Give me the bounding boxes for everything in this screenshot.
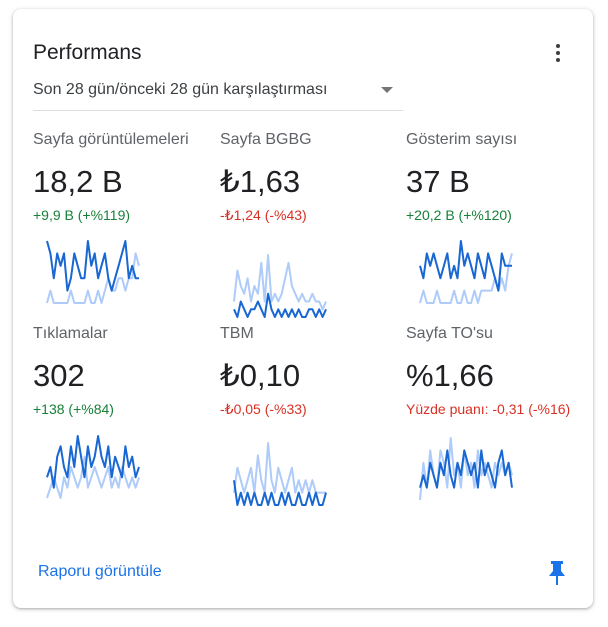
performance-card: Performans Son 28 gün/önceki 28 gün karş… <box>13 9 593 608</box>
metric-page-rpm[interactable]: Sayfa BGBG ₺1,63 -₺1,24 (-%43) <box>220 131 395 225</box>
metric-value: 302 <box>33 358 85 393</box>
metric-value: ₺0,10 <box>220 358 301 393</box>
metric-label: TBM <box>220 325 254 342</box>
view-report-link[interactable]: Raporu görüntüle <box>38 563 162 580</box>
metric-label: Sayfa görüntülemeleri <box>33 131 189 148</box>
metric-label: Sayfa TO'su <box>406 325 493 342</box>
sparkline-previous-line <box>46 455 140 499</box>
sparkline-page-ctr <box>419 437 513 501</box>
metric-delta: +138 (+%84) <box>33 401 114 417</box>
pin-icon[interactable] <box>548 560 566 586</box>
date-range-label: Son 28 gün/önceki 28 gün karşılaştırması <box>33 81 328 98</box>
metric-cpc[interactable]: TBM ₺0,10 -₺0,05 (-%33) <box>220 325 395 419</box>
sparkline-previous-line <box>46 252 140 304</box>
sparkline-current-line <box>233 292 327 318</box>
sparkline-previous-line <box>233 254 327 311</box>
sparkline-cpc <box>233 442 327 506</box>
sparkline-impressions <box>419 240 513 304</box>
sparkline-current-line <box>419 449 513 489</box>
more-vert-icon[interactable] <box>550 41 566 67</box>
metric-page-views[interactable]: Sayfa görüntülemeleri 18,2 B +9,9 B (+%1… <box>33 131 208 225</box>
metric-value: %1,66 <box>406 358 494 393</box>
sparkline-current-line <box>233 480 327 506</box>
metric-impressions[interactable]: Gösterim sayısı 37 B +20,2 B (+%120) <box>406 131 581 225</box>
metric-page-ctr[interactable]: Sayfa TO'su %1,66 Yüzde puanı: -0,31 (-%… <box>406 325 571 419</box>
metric-delta: Yüzde puanı: -0,31 (-%16) <box>406 401 571 417</box>
card-title: Performans <box>33 41 142 64</box>
sparkline-page-rpm <box>233 254 327 318</box>
sparkline-previous-line <box>233 442 326 494</box>
metric-clicks[interactable]: Tıklamalar 302 +138 (+%84) <box>33 325 208 419</box>
sparkline-page-views <box>46 240 140 304</box>
metric-delta: -₺0,05 (-%33) <box>220 401 307 417</box>
metric-delta: -₺1,24 (-%43) <box>220 207 307 223</box>
arrow-drop-down-icon <box>381 87 393 93</box>
metric-delta: +20,2 B (+%120) <box>406 207 512 223</box>
sparkline-current-line <box>419 240 512 292</box>
sparkline-current-line <box>46 435 140 489</box>
metric-value: 37 B <box>406 164 470 199</box>
metric-value: 18,2 B <box>33 164 123 199</box>
sparkline-current-line <box>46 240 139 292</box>
metric-label: Tıklamalar <box>33 325 108 342</box>
date-range-dropdown[interactable]: Son 28 gün/önceki 28 gün karşılaştırması <box>33 79 403 111</box>
metric-value: ₺1,63 <box>220 164 301 199</box>
sparkline-clicks <box>46 435 140 499</box>
metric-delta: +9,9 B (+%119) <box>33 207 131 223</box>
metric-label: Gösterim sayısı <box>406 131 518 148</box>
metric-label: Sayfa BGBG <box>220 131 312 148</box>
